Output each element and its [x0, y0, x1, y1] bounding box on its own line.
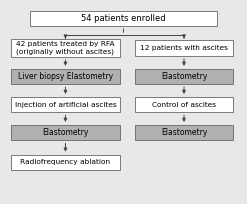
Text: Liver biopsy Elastometry: Liver biopsy Elastometry: [18, 72, 113, 81]
Bar: [11, 39, 120, 57]
Text: Radiofrequency ablation: Radiofrequency ablation: [21, 159, 110, 165]
Bar: [135, 97, 233, 112]
Text: 54 patients enrolled: 54 patients enrolled: [81, 14, 166, 23]
Bar: [135, 40, 233, 56]
Bar: [135, 125, 233, 140]
Bar: [11, 69, 120, 84]
Text: Elastometry: Elastometry: [161, 128, 207, 137]
Text: Elastometry: Elastometry: [42, 128, 89, 137]
Bar: [11, 125, 120, 140]
Bar: [135, 69, 233, 84]
Bar: [30, 11, 217, 26]
Text: Elastometry: Elastometry: [161, 72, 207, 81]
Bar: [11, 155, 120, 170]
Bar: [11, 97, 120, 112]
Text: Injection of artificial ascites: Injection of artificial ascites: [15, 102, 116, 108]
Text: Control of ascites: Control of ascites: [152, 102, 216, 108]
Text: 42 patients treated by RFA
(originally without ascites): 42 patients treated by RFA (originally w…: [16, 41, 115, 55]
Text: 12 patients with ascites: 12 patients with ascites: [140, 45, 228, 51]
